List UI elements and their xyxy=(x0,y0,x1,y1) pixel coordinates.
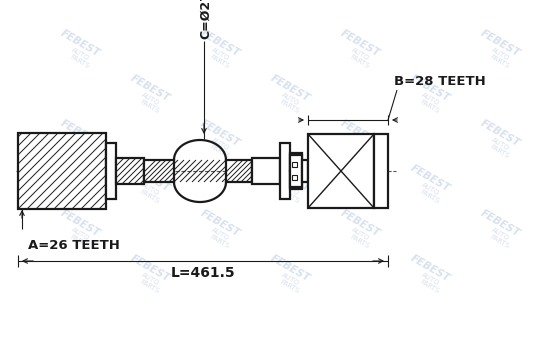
Text: AUTO: AUTO xyxy=(210,226,230,241)
Text: AUTO: AUTO xyxy=(420,181,440,197)
Text: PARTS: PARTS xyxy=(490,54,511,70)
Text: PARTS: PARTS xyxy=(210,144,230,160)
Text: AUTO: AUTO xyxy=(420,272,440,286)
Text: FEBEST: FEBEST xyxy=(129,73,172,103)
Text: PARTS: PARTS xyxy=(349,54,371,70)
Text: AUTO: AUTO xyxy=(280,272,300,286)
Text: PARTS: PARTS xyxy=(210,54,230,70)
Bar xyxy=(18,133,106,209)
Text: PARTS: PARTS xyxy=(279,279,301,295)
Text: FEBEST: FEBEST xyxy=(268,163,311,193)
Text: FEBEST: FEBEST xyxy=(478,208,521,238)
Text: FEBEST: FEBEST xyxy=(338,118,382,148)
Text: AUTO: AUTO xyxy=(350,47,370,61)
Text: FEBEST: FEBEST xyxy=(338,28,382,58)
Bar xyxy=(374,134,388,208)
Text: AUTO: AUTO xyxy=(490,226,510,241)
Text: FEBEST: FEBEST xyxy=(338,208,382,238)
Text: AUTO: AUTO xyxy=(140,181,160,197)
Text: FEBEST: FEBEST xyxy=(58,118,102,148)
Text: L=461.5: L=461.5 xyxy=(170,266,235,280)
Text: PARTS: PARTS xyxy=(490,234,511,250)
Text: FEBEST: FEBEST xyxy=(199,28,241,58)
Bar xyxy=(292,162,297,167)
Bar xyxy=(226,160,252,182)
Text: FEBEST: FEBEST xyxy=(409,163,452,193)
Text: AUTO: AUTO xyxy=(70,47,90,61)
Text: AUTO: AUTO xyxy=(490,137,510,152)
Text: PARTS: PARTS xyxy=(279,189,301,205)
Text: AUTO: AUTO xyxy=(210,137,230,152)
Text: PARTS: PARTS xyxy=(69,54,91,70)
Text: AUTO: AUTO xyxy=(140,272,160,286)
Text: PARTS: PARTS xyxy=(210,234,230,250)
Text: AUTO: AUTO xyxy=(490,47,510,61)
Text: PARTS: PARTS xyxy=(349,234,371,250)
Text: AUTO: AUTO xyxy=(280,181,300,197)
Bar xyxy=(308,134,374,208)
Bar xyxy=(252,158,280,184)
Text: PARTS: PARTS xyxy=(139,279,161,295)
Text: PARTS: PARTS xyxy=(279,99,301,115)
Bar xyxy=(292,175,297,180)
Text: AUTO: AUTO xyxy=(350,137,370,152)
Text: FEBEST: FEBEST xyxy=(129,163,172,193)
Bar xyxy=(290,155,302,187)
Text: FEBEST: FEBEST xyxy=(268,253,311,283)
Text: C=Ø27: C=Ø27 xyxy=(200,0,212,39)
Text: AUTO: AUTO xyxy=(280,92,300,106)
Bar xyxy=(144,160,174,182)
Bar xyxy=(290,153,302,171)
Text: PARTS: PARTS xyxy=(490,144,511,160)
Text: PARTS: PARTS xyxy=(139,189,161,205)
Text: FEBEST: FEBEST xyxy=(478,118,521,148)
Text: PARTS: PARTS xyxy=(419,189,441,205)
Bar xyxy=(280,143,290,199)
Bar xyxy=(106,143,116,199)
Text: AUTO: AUTO xyxy=(350,226,370,241)
Text: FEBEST: FEBEST xyxy=(409,253,452,283)
Text: A=26 TEETH: A=26 TEETH xyxy=(28,239,120,252)
Text: PARTS: PARTS xyxy=(349,144,371,160)
Text: AUTO: AUTO xyxy=(420,92,440,106)
Text: FEBEST: FEBEST xyxy=(58,28,102,58)
Text: PARTS: PARTS xyxy=(419,99,441,115)
Text: PARTS: PARTS xyxy=(139,99,161,115)
Text: FEBEST: FEBEST xyxy=(129,253,172,283)
Text: FEBEST: FEBEST xyxy=(199,118,241,148)
Text: FEBEST: FEBEST xyxy=(409,73,452,103)
Text: AUTO: AUTO xyxy=(140,92,160,106)
Bar xyxy=(116,158,144,184)
Bar xyxy=(290,171,302,189)
Text: FEBEST: FEBEST xyxy=(199,208,241,238)
Text: AUTO: AUTO xyxy=(210,47,230,61)
Text: PARTS: PARTS xyxy=(69,144,91,160)
Text: PARTS: PARTS xyxy=(419,279,441,295)
Text: FEBEST: FEBEST xyxy=(58,208,102,238)
Text: PARTS: PARTS xyxy=(69,234,91,250)
Text: FEBEST: FEBEST xyxy=(478,28,521,58)
Text: B=28 TEETH: B=28 TEETH xyxy=(394,75,486,88)
Text: AUTO: AUTO xyxy=(70,226,90,241)
Text: AUTO: AUTO xyxy=(70,137,90,152)
Bar xyxy=(302,160,308,182)
Text: FEBEST: FEBEST xyxy=(268,73,311,103)
